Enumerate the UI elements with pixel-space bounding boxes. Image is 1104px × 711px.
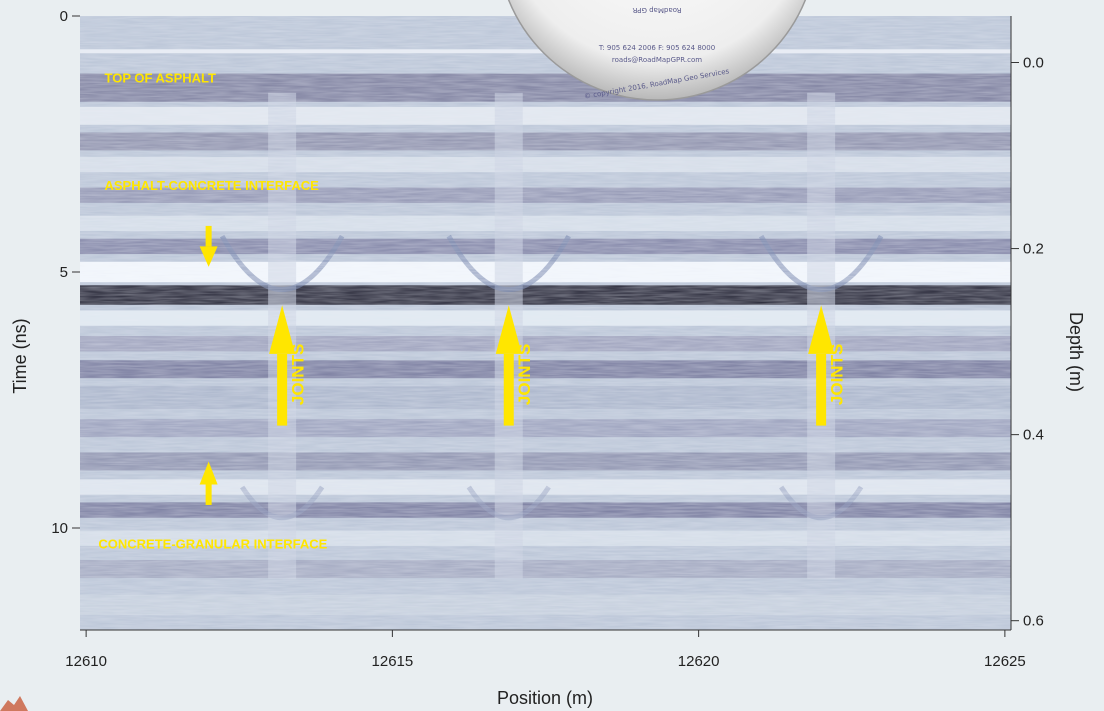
y2-tick-label: 0.2 [1023, 241, 1044, 258]
granular-interface-arrow-head [199, 461, 218, 485]
logo-email: roads@RoadMapGPR.com [612, 56, 702, 64]
y-tick-label: 0 [60, 8, 68, 25]
y-tick-label: 5 [60, 264, 68, 281]
y-axis-title: Time (ns) [10, 318, 30, 393]
joint-arrow-shaft [816, 353, 827, 426]
x-tick-label: 12610 [65, 653, 107, 670]
x-tick-label: 12615 [372, 653, 414, 670]
joint-arrow-shaft [277, 353, 288, 426]
asphalt-interface-arrow-head [199, 246, 218, 267]
interface-label: CONCRETE-GRANULAR INTERFACE [98, 536, 327, 551]
x-tick-label: 12625 [984, 653, 1026, 670]
interface-label: TOP OF ASPHALT [105, 70, 217, 85]
granular-interface-arrow-shaft [205, 481, 212, 505]
y-axis: 0 5 10 [51, 8, 80, 537]
y2-tick-label: 0.4 [1023, 427, 1044, 444]
joints-label: JOINTS [515, 344, 534, 405]
joint-arrow-shaft [503, 353, 514, 426]
roadmap-logo-disc: RoadMap GPR T: 905 624 2006 F: 905 624 8… [507, 0, 807, 101]
annotations: TOP OF ASPHALT ASPHALT-CONCRETE INTERFACE… [98, 70, 846, 551]
x-axis: 12610 12615 12620 12625 [65, 629, 1026, 670]
joints-label: JOINTS [289, 344, 308, 405]
logo-mirrored-text: RoadMap GPR [632, 6, 681, 14]
joint-arrow-head [808, 305, 835, 354]
x-axis-title: Position (m) [497, 688, 593, 708]
radar-texture [80, 16, 1011, 630]
logo-phone: T: 905 624 2006 F: 905 624 8000 [598, 44, 715, 52]
y-tick-label: 10 [51, 520, 68, 537]
asphalt-interface-arrow-shaft [205, 225, 212, 247]
y2-axis-title: Depth (m) [1066, 312, 1086, 392]
y2-axis: 0.0 0.2 0.4 0.6 [1010, 16, 1044, 630]
joints-label: JOINTS [828, 344, 847, 405]
interface-label: ASPHALT-CONCRETE INTERFACE [105, 178, 320, 193]
brand-mark-icon [0, 696, 28, 711]
y2-tick-label: 0.6 [1023, 613, 1044, 630]
y2-tick-label: 0.0 [1023, 55, 1044, 72]
joint-arrow-head [269, 305, 296, 354]
x-tick-label: 12620 [678, 653, 720, 670]
joint-arrow-head [495, 305, 522, 354]
